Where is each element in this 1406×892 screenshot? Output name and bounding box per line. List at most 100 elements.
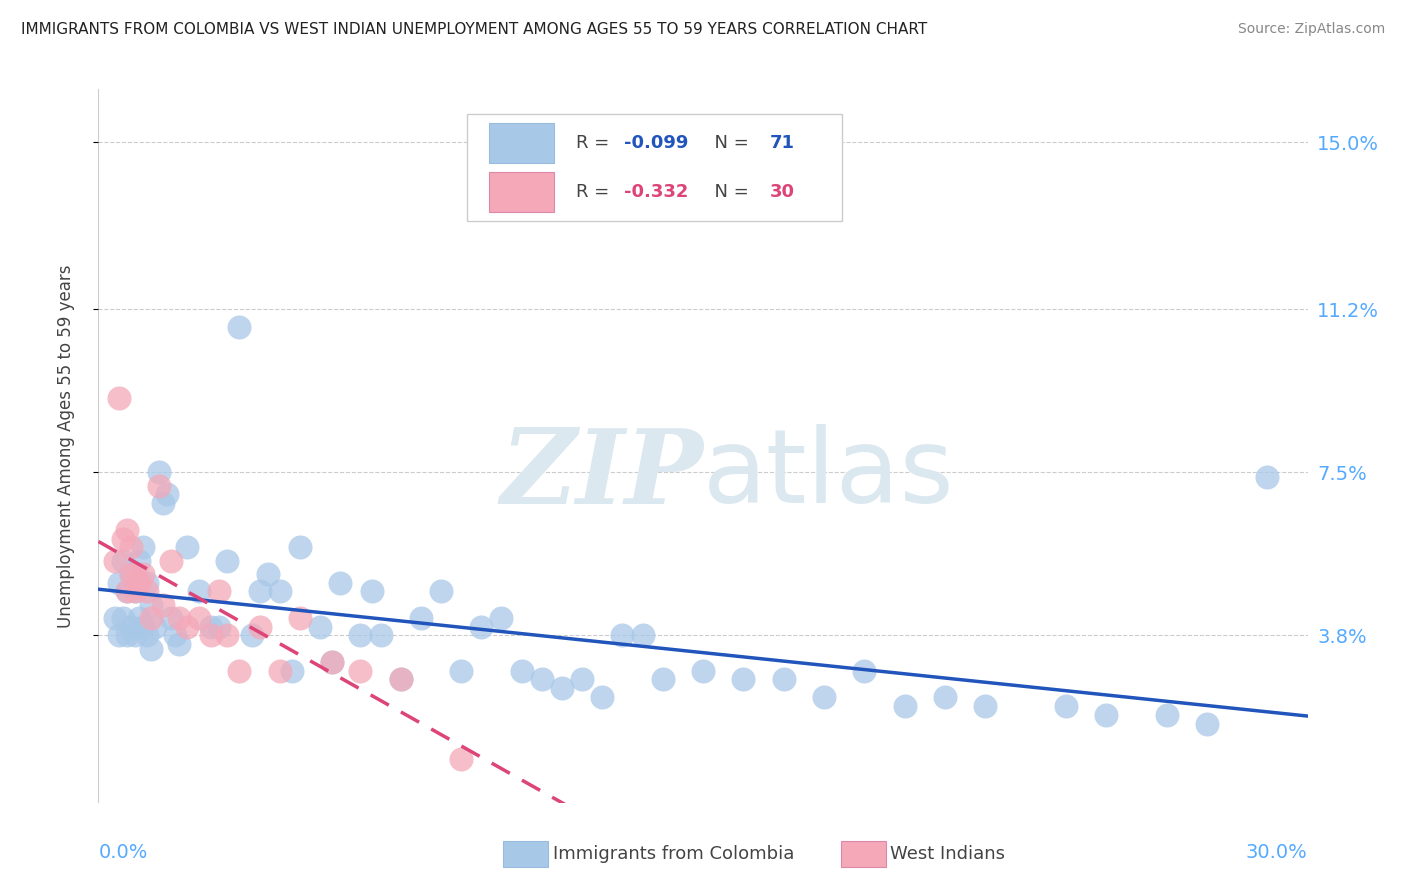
Point <box>115 628 138 642</box>
Point <box>152 598 174 612</box>
Point <box>115 584 138 599</box>
Point <box>120 566 142 581</box>
Point <box>208 584 231 599</box>
Point <box>188 611 211 625</box>
Point <box>167 611 190 625</box>
Point <box>135 575 157 590</box>
Point <box>217 628 239 642</box>
Point <box>208 619 231 633</box>
FancyBboxPatch shape <box>489 172 554 212</box>
Point <box>124 584 146 599</box>
Point <box>389 673 412 687</box>
Point <box>115 584 138 599</box>
Text: West Indians: West Indians <box>890 845 1005 863</box>
Point <box>934 690 956 704</box>
Point <box>139 598 162 612</box>
Point <box>152 496 174 510</box>
Point <box>430 584 453 599</box>
Point <box>772 673 794 687</box>
Text: ZIP: ZIP <box>501 424 703 525</box>
Point <box>132 566 155 581</box>
FancyBboxPatch shape <box>467 114 842 221</box>
Point <box>1095 707 1118 722</box>
Point <box>349 664 371 678</box>
Point <box>115 523 138 537</box>
Point <box>450 664 472 678</box>
Point <box>612 628 634 642</box>
Text: 30.0%: 30.0% <box>1246 843 1308 862</box>
Point <box>120 619 142 633</box>
Point <box>111 553 134 567</box>
Point <box>321 655 343 669</box>
Point <box>692 664 714 678</box>
Text: 30: 30 <box>769 183 794 201</box>
Point <box>228 664 250 678</box>
Point <box>329 575 352 590</box>
Point <box>571 673 593 687</box>
Text: IMMIGRANTS FROM COLOMBIA VS WEST INDIAN UNEMPLOYMENT AMONG AGES 55 TO 59 YEARS C: IMMIGRANTS FROM COLOMBIA VS WEST INDIAN … <box>21 22 928 37</box>
Point <box>631 628 654 642</box>
Point <box>269 664 291 678</box>
Point <box>128 575 150 590</box>
Point <box>124 584 146 599</box>
Point <box>148 466 170 480</box>
Point <box>139 611 162 625</box>
Point <box>167 637 190 651</box>
Text: R =: R = <box>576 183 614 201</box>
Point <box>163 628 186 642</box>
Point <box>128 553 150 567</box>
Point <box>132 541 155 555</box>
Point <box>321 655 343 669</box>
Point <box>288 611 311 625</box>
Point <box>370 628 392 642</box>
Point <box>1256 470 1278 484</box>
Point <box>269 584 291 599</box>
Point <box>128 611 150 625</box>
Point <box>160 611 183 625</box>
Point <box>361 584 384 599</box>
Point <box>491 611 513 625</box>
Point <box>143 619 166 633</box>
Point <box>551 681 574 696</box>
Point <box>813 690 835 704</box>
Point <box>156 487 179 501</box>
Point <box>470 619 492 633</box>
Point <box>240 628 263 642</box>
Y-axis label: Unemployment Among Ages 55 to 59 years: Unemployment Among Ages 55 to 59 years <box>56 264 75 628</box>
Point <box>107 391 129 405</box>
Text: 71: 71 <box>769 135 794 153</box>
Point <box>530 673 553 687</box>
Point <box>249 619 271 633</box>
Point <box>176 541 198 555</box>
Point <box>309 619 332 633</box>
Point <box>132 619 155 633</box>
Point <box>893 698 915 713</box>
Text: -0.099: -0.099 <box>624 135 689 153</box>
Point <box>135 584 157 599</box>
Point <box>256 566 278 581</box>
Text: -0.332: -0.332 <box>624 183 689 201</box>
Point <box>281 664 304 678</box>
Point <box>160 553 183 567</box>
Point <box>111 611 134 625</box>
Text: 0.0%: 0.0% <box>98 843 148 862</box>
Point <box>1156 707 1178 722</box>
Point <box>733 673 755 687</box>
Point <box>249 584 271 599</box>
Point <box>148 478 170 492</box>
Point <box>974 698 997 713</box>
Point <box>111 532 134 546</box>
Point <box>591 690 613 704</box>
Point <box>103 611 125 625</box>
Point <box>228 320 250 334</box>
Text: R =: R = <box>576 135 614 153</box>
Point <box>139 641 162 656</box>
Point <box>107 575 129 590</box>
Point <box>124 628 146 642</box>
Point <box>853 664 876 678</box>
Point <box>120 541 142 555</box>
Point <box>103 553 125 567</box>
Point <box>651 673 673 687</box>
Point <box>107 628 129 642</box>
Point <box>200 619 222 633</box>
